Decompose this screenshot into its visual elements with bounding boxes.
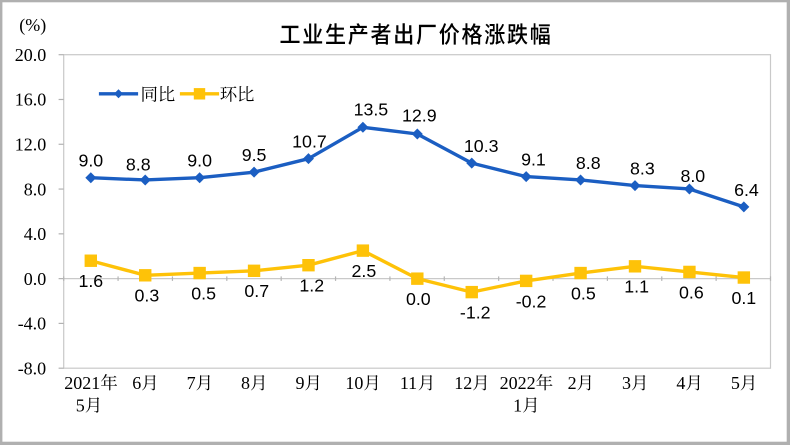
- svg-text:8: 8: [241, 373, 250, 393]
- svg-text:12.0: 12.0: [15, 134, 47, 154]
- svg-text:11: 11: [400, 373, 417, 393]
- svg-text:0.1: 0.1: [731, 288, 756, 308]
- svg-text:8.8: 8.8: [576, 153, 601, 173]
- svg-text:4.0: 4.0: [24, 224, 47, 244]
- svg-text:9: 9: [295, 373, 304, 393]
- svg-text:9.1: 9.1: [521, 150, 546, 170]
- svg-text:9.0: 9.0: [187, 151, 212, 171]
- svg-text:0.7: 0.7: [244, 281, 269, 301]
- svg-text:-4.0: -4.0: [18, 314, 47, 334]
- svg-text:4: 4: [676, 373, 685, 393]
- svg-text:0.5: 0.5: [191, 283, 216, 303]
- svg-text:0.5: 0.5: [571, 283, 596, 303]
- svg-text:13.5: 13.5: [354, 100, 389, 120]
- svg-text:2022: 2022: [500, 373, 536, 393]
- svg-text:5: 5: [76, 395, 85, 415]
- svg-text:9.5: 9.5: [242, 145, 267, 165]
- svg-text:5: 5: [731, 373, 740, 393]
- svg-text:10.7: 10.7: [292, 132, 327, 152]
- svg-text:2.5: 2.5: [352, 261, 377, 281]
- svg-text:2021: 2021: [64, 373, 100, 393]
- svg-text:9.0: 9.0: [78, 151, 103, 171]
- svg-text:0.0: 0.0: [24, 269, 47, 289]
- svg-text:10: 10: [345, 373, 363, 393]
- svg-text:0.3: 0.3: [135, 286, 160, 306]
- svg-text:12: 12: [454, 373, 472, 393]
- svg-text:2: 2: [568, 373, 577, 393]
- svg-text:8.0: 8.0: [24, 179, 47, 199]
- svg-text:8.8: 8.8: [126, 154, 151, 174]
- svg-text:6: 6: [132, 373, 141, 393]
- svg-text:16.0: 16.0: [15, 90, 47, 110]
- svg-text:10.3: 10.3: [464, 136, 499, 156]
- svg-text:0.0: 0.0: [406, 289, 431, 309]
- svg-text:6.4: 6.4: [734, 180, 759, 200]
- svg-text:(%): (%): [19, 15, 46, 36]
- svg-text:8.0: 8.0: [680, 166, 705, 186]
- svg-text:-1.2: -1.2: [460, 303, 491, 323]
- svg-text:20.0: 20.0: [15, 45, 47, 65]
- svg-text:1: 1: [513, 395, 522, 415]
- svg-text:-8.0: -8.0: [18, 358, 47, 378]
- svg-text:7: 7: [187, 373, 196, 393]
- svg-text:1.6: 1.6: [78, 271, 103, 291]
- svg-text:1.1: 1.1: [624, 277, 649, 297]
- svg-text:1.2: 1.2: [299, 276, 324, 296]
- svg-text:12.9: 12.9: [402, 105, 437, 125]
- svg-text:8.3: 8.3: [630, 158, 655, 178]
- svg-text:3: 3: [622, 373, 631, 393]
- svg-text:0.6: 0.6: [679, 282, 704, 302]
- svg-text:-0.2: -0.2: [516, 291, 547, 311]
